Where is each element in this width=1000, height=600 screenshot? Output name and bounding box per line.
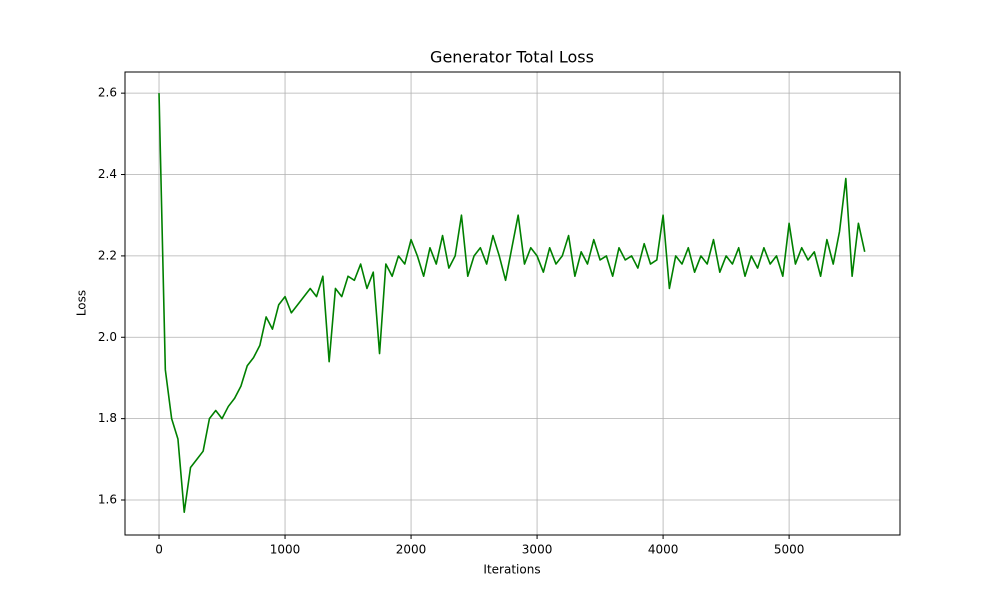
line-series bbox=[158, 93, 866, 514]
x-axis-label: Iterations bbox=[483, 563, 540, 577]
x-tick-label: 4000 bbox=[648, 543, 679, 557]
x-tick-label: 1000 bbox=[270, 543, 301, 557]
y-tick-label: 2.2 bbox=[98, 248, 117, 262]
x-tick-label: 3000 bbox=[522, 543, 553, 557]
chart-title: Generator Total Loss bbox=[430, 48, 594, 67]
y-tick-label: 1.8 bbox=[98, 411, 117, 425]
plot-frame bbox=[124, 71, 901, 536]
x-tick-label: 5000 bbox=[774, 543, 805, 557]
y-tick-label: 2.6 bbox=[98, 86, 117, 100]
x-tick-label: 2000 bbox=[396, 543, 427, 557]
y-tick-label: 2.0 bbox=[98, 330, 117, 344]
y-tick-label: 1.6 bbox=[98, 493, 117, 507]
y-axis-label: Loss bbox=[75, 290, 89, 316]
y-tick-label: 2.4 bbox=[98, 167, 117, 181]
x-tick-label: 0 bbox=[155, 543, 163, 557]
